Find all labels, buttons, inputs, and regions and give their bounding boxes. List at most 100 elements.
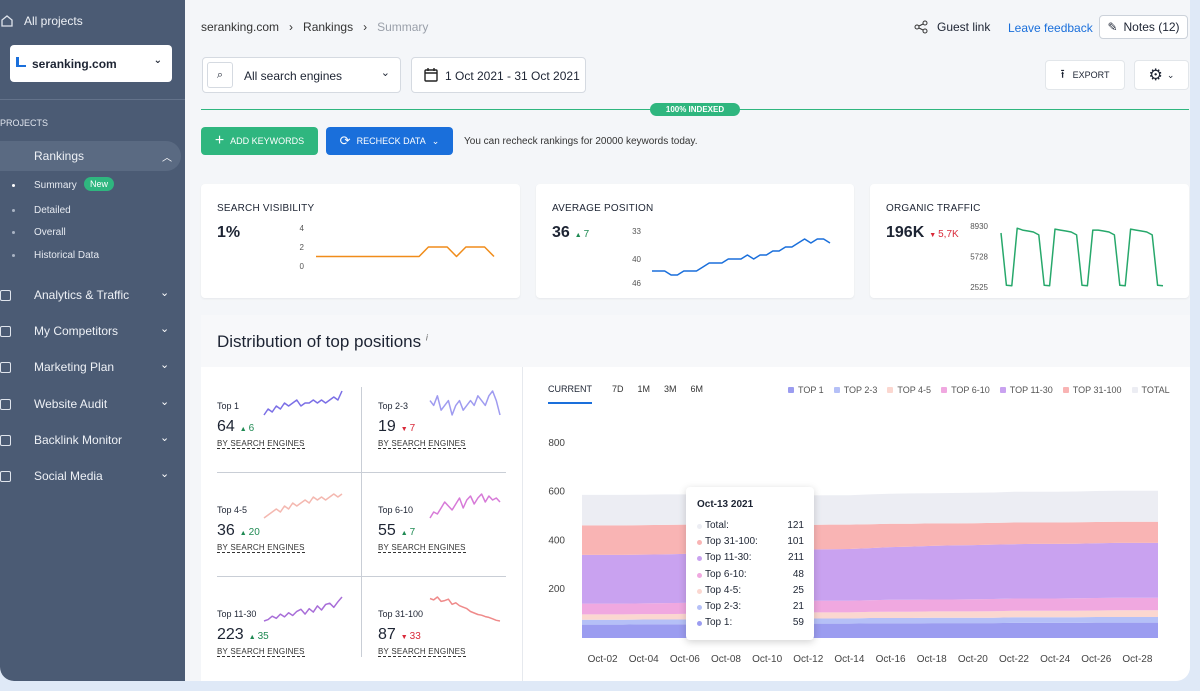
mini-value-row: 36▲ 20 [217,522,260,540]
divider [361,387,362,657]
tooltip-title: Oct-13 2021 [697,499,753,510]
subnav-item[interactable]: Detailed [34,205,71,216]
y-tick-label: 600 [548,487,565,498]
line [430,597,500,621]
mini-title: Top 31-100 [378,609,423,619]
tab[interactable]: 1M [638,384,651,404]
line [264,391,342,415]
notes-label: Notes (12) [1124,20,1180,34]
kpi-value-row: 36▲ 7 [552,224,589,242]
nav-icon [0,399,11,410]
mini-link[interactable]: BY SEARCH ENGINES [217,439,305,449]
y-tick-label: 4 [300,224,305,233]
feedback-link[interactable]: Leave feedback [1008,21,1093,35]
mini-link[interactable]: BY SEARCH ENGINES [378,647,466,657]
subnav-item[interactable]: Historical Data [34,250,99,261]
legend-item[interactable]: TOP 6-10 [941,385,990,395]
tab[interactable]: 3M [664,384,677,404]
nav-item[interactable]: Backlink Monitor [34,433,122,447]
tooltip-dot [697,556,702,561]
legend-label: TOTAL [1142,385,1170,395]
legend-swatch [834,387,840,393]
sparkline-chart [262,594,344,624]
nav-item[interactable]: Analytics & Traffic [34,288,129,302]
y-tick-label: 2525 [970,283,988,292]
separator: › [289,20,293,34]
legend-item[interactable]: TOP 2-3 [834,385,878,395]
engine-select[interactable]: ⌕ All search engines ⌄ [202,57,401,93]
tooltip-label: Top 6-10: [705,569,747,580]
mini-link[interactable]: BY SEARCH ENGINES [217,543,305,553]
y-tick-label: 46 [632,279,641,288]
project-name: seranking.com [32,57,117,71]
line [1001,228,1163,286]
nav-item[interactable]: Social Media [34,469,103,483]
tooltip-dot [697,589,702,594]
legend-item[interactable]: TOP 1 [788,385,824,395]
chevron: ⌄ [160,431,169,444]
tooltip-value: 121 [787,520,804,531]
guest-link[interactable]: Guest link [937,20,990,34]
tooltip-value: 25 [793,585,804,596]
crumb[interactable]: Rankings [303,20,353,34]
plus-icon: + [215,132,224,150]
x-tick-label: Oct-02 [588,654,618,665]
sparkline-chart: 464033 [610,222,840,292]
legend: TOP 1 TOP 2-3 TOP 4-5 TOP 6-10 TOP 11-30 TOP … [788,385,1170,395]
settings-button[interactable]: ⚙⌄ [1134,60,1189,90]
crumb[interactable]: seranking.com [201,20,279,34]
date-picker[interactable]: 1 Oct 2021 - 31 Oct 2021 [411,57,586,93]
nav-item[interactable]: My Competitors [34,324,118,338]
bullet [12,184,15,187]
info-icon[interactable]: i [426,332,428,342]
legend-label: TOP 11-30 [1010,385,1053,395]
chevron: ︿ [162,149,172,164]
kpi-value: 196K [886,224,924,242]
mini-link[interactable]: BY SEARCH ENGINES [217,647,305,657]
mini-link[interactable]: BY SEARCH ENGINES [378,439,466,449]
tab[interactable]: 7D [612,384,624,404]
bullet [12,254,15,257]
x-tick-label: Oct-24 [1040,654,1070,665]
x-tick-label: Oct-14 [834,654,864,665]
x-tick-label: Oct-18 [917,654,947,665]
search-icon: ⌕ [207,62,233,88]
tab[interactable]: CURRENT [548,384,592,404]
mini-link[interactable]: BY SEARCH ENGINES [378,543,466,553]
project-select[interactable]: seranking.com⌄ [10,45,172,82]
project-icon [16,57,26,67]
divider [217,576,506,577]
chevron: ⌄ [381,66,390,79]
legend-item[interactable]: TOP 4-5 [887,385,931,395]
all-projects[interactable]: All projects [24,14,83,28]
mini-value: 36 [217,522,235,540]
tooltip-value: 211 [788,552,804,563]
tab[interactable]: 6M [691,384,704,404]
subnav-item[interactable]: Summary [34,180,77,191]
line [430,391,500,415]
export-button[interactable]: ⭱EXPORT [1045,60,1125,90]
subnav-item[interactable]: Overall [34,227,66,238]
legend-item[interactable]: TOP 31-100 [1063,385,1122,395]
mini-value: 19 [378,418,396,436]
y-tick-label: 200 [548,584,565,595]
notes-button[interactable]: ✎Notes (12) [1099,15,1188,39]
nav-item[interactable]: Marketing Plan [34,360,114,374]
x-tick-label: Oct-20 [958,654,988,665]
export-label: EXPORT [1073,70,1110,80]
kpi-title: AVERAGE POSITION [552,203,653,214]
x-tick-label: Oct-16 [876,654,906,665]
tooltip-label: Total: [705,520,729,531]
legend-item[interactable]: TOTAL [1132,385,1170,395]
x-tick-label: Oct-26 [1081,654,1111,665]
y-tick-label: 2 [300,243,305,252]
recheck-button[interactable]: ⟳RECHECK DATA⌄ [326,127,453,155]
legend-swatch [941,387,947,393]
mini-change: ▼ 7 [401,423,415,434]
nav-item[interactable]: Rankings [34,149,84,163]
legend-item[interactable]: TOP 11-30 [1000,385,1053,395]
nav-item[interactable]: Website Audit [34,397,107,411]
kpi-value: 36 [552,224,570,242]
legend-label: TOP 2-3 [844,385,878,395]
add-keywords-button[interactable]: +ADD KEYWORDS [201,127,318,155]
